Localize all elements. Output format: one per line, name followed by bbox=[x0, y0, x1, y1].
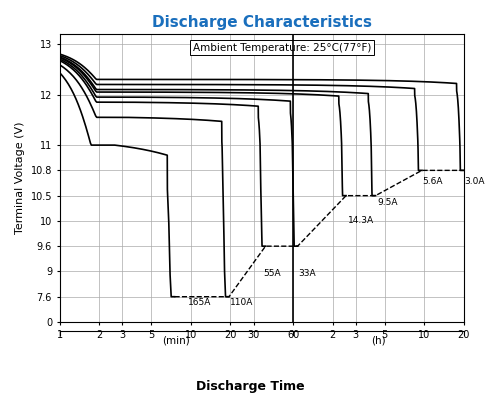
Y-axis label: Terminal Voltage (V): Terminal Voltage (V) bbox=[15, 122, 25, 234]
Text: 3.0A: 3.0A bbox=[464, 177, 485, 186]
Text: 110A: 110A bbox=[230, 298, 254, 307]
Text: Ambient Temperature: 25°C(77°F): Ambient Temperature: 25°C(77°F) bbox=[193, 43, 371, 52]
Text: 5.6A: 5.6A bbox=[422, 177, 443, 186]
Text: 55A: 55A bbox=[263, 269, 281, 278]
Text: (min): (min) bbox=[162, 336, 190, 346]
Text: (h): (h) bbox=[371, 336, 386, 346]
Text: 33A: 33A bbox=[298, 269, 316, 278]
Title: Discharge Characteristics: Discharge Characteristics bbox=[152, 15, 372, 30]
Text: Discharge Time: Discharge Time bbox=[196, 380, 304, 393]
Text: 14.3A: 14.3A bbox=[348, 216, 374, 225]
Text: 165A: 165A bbox=[188, 298, 212, 307]
Text: 9.5A: 9.5A bbox=[377, 198, 398, 207]
